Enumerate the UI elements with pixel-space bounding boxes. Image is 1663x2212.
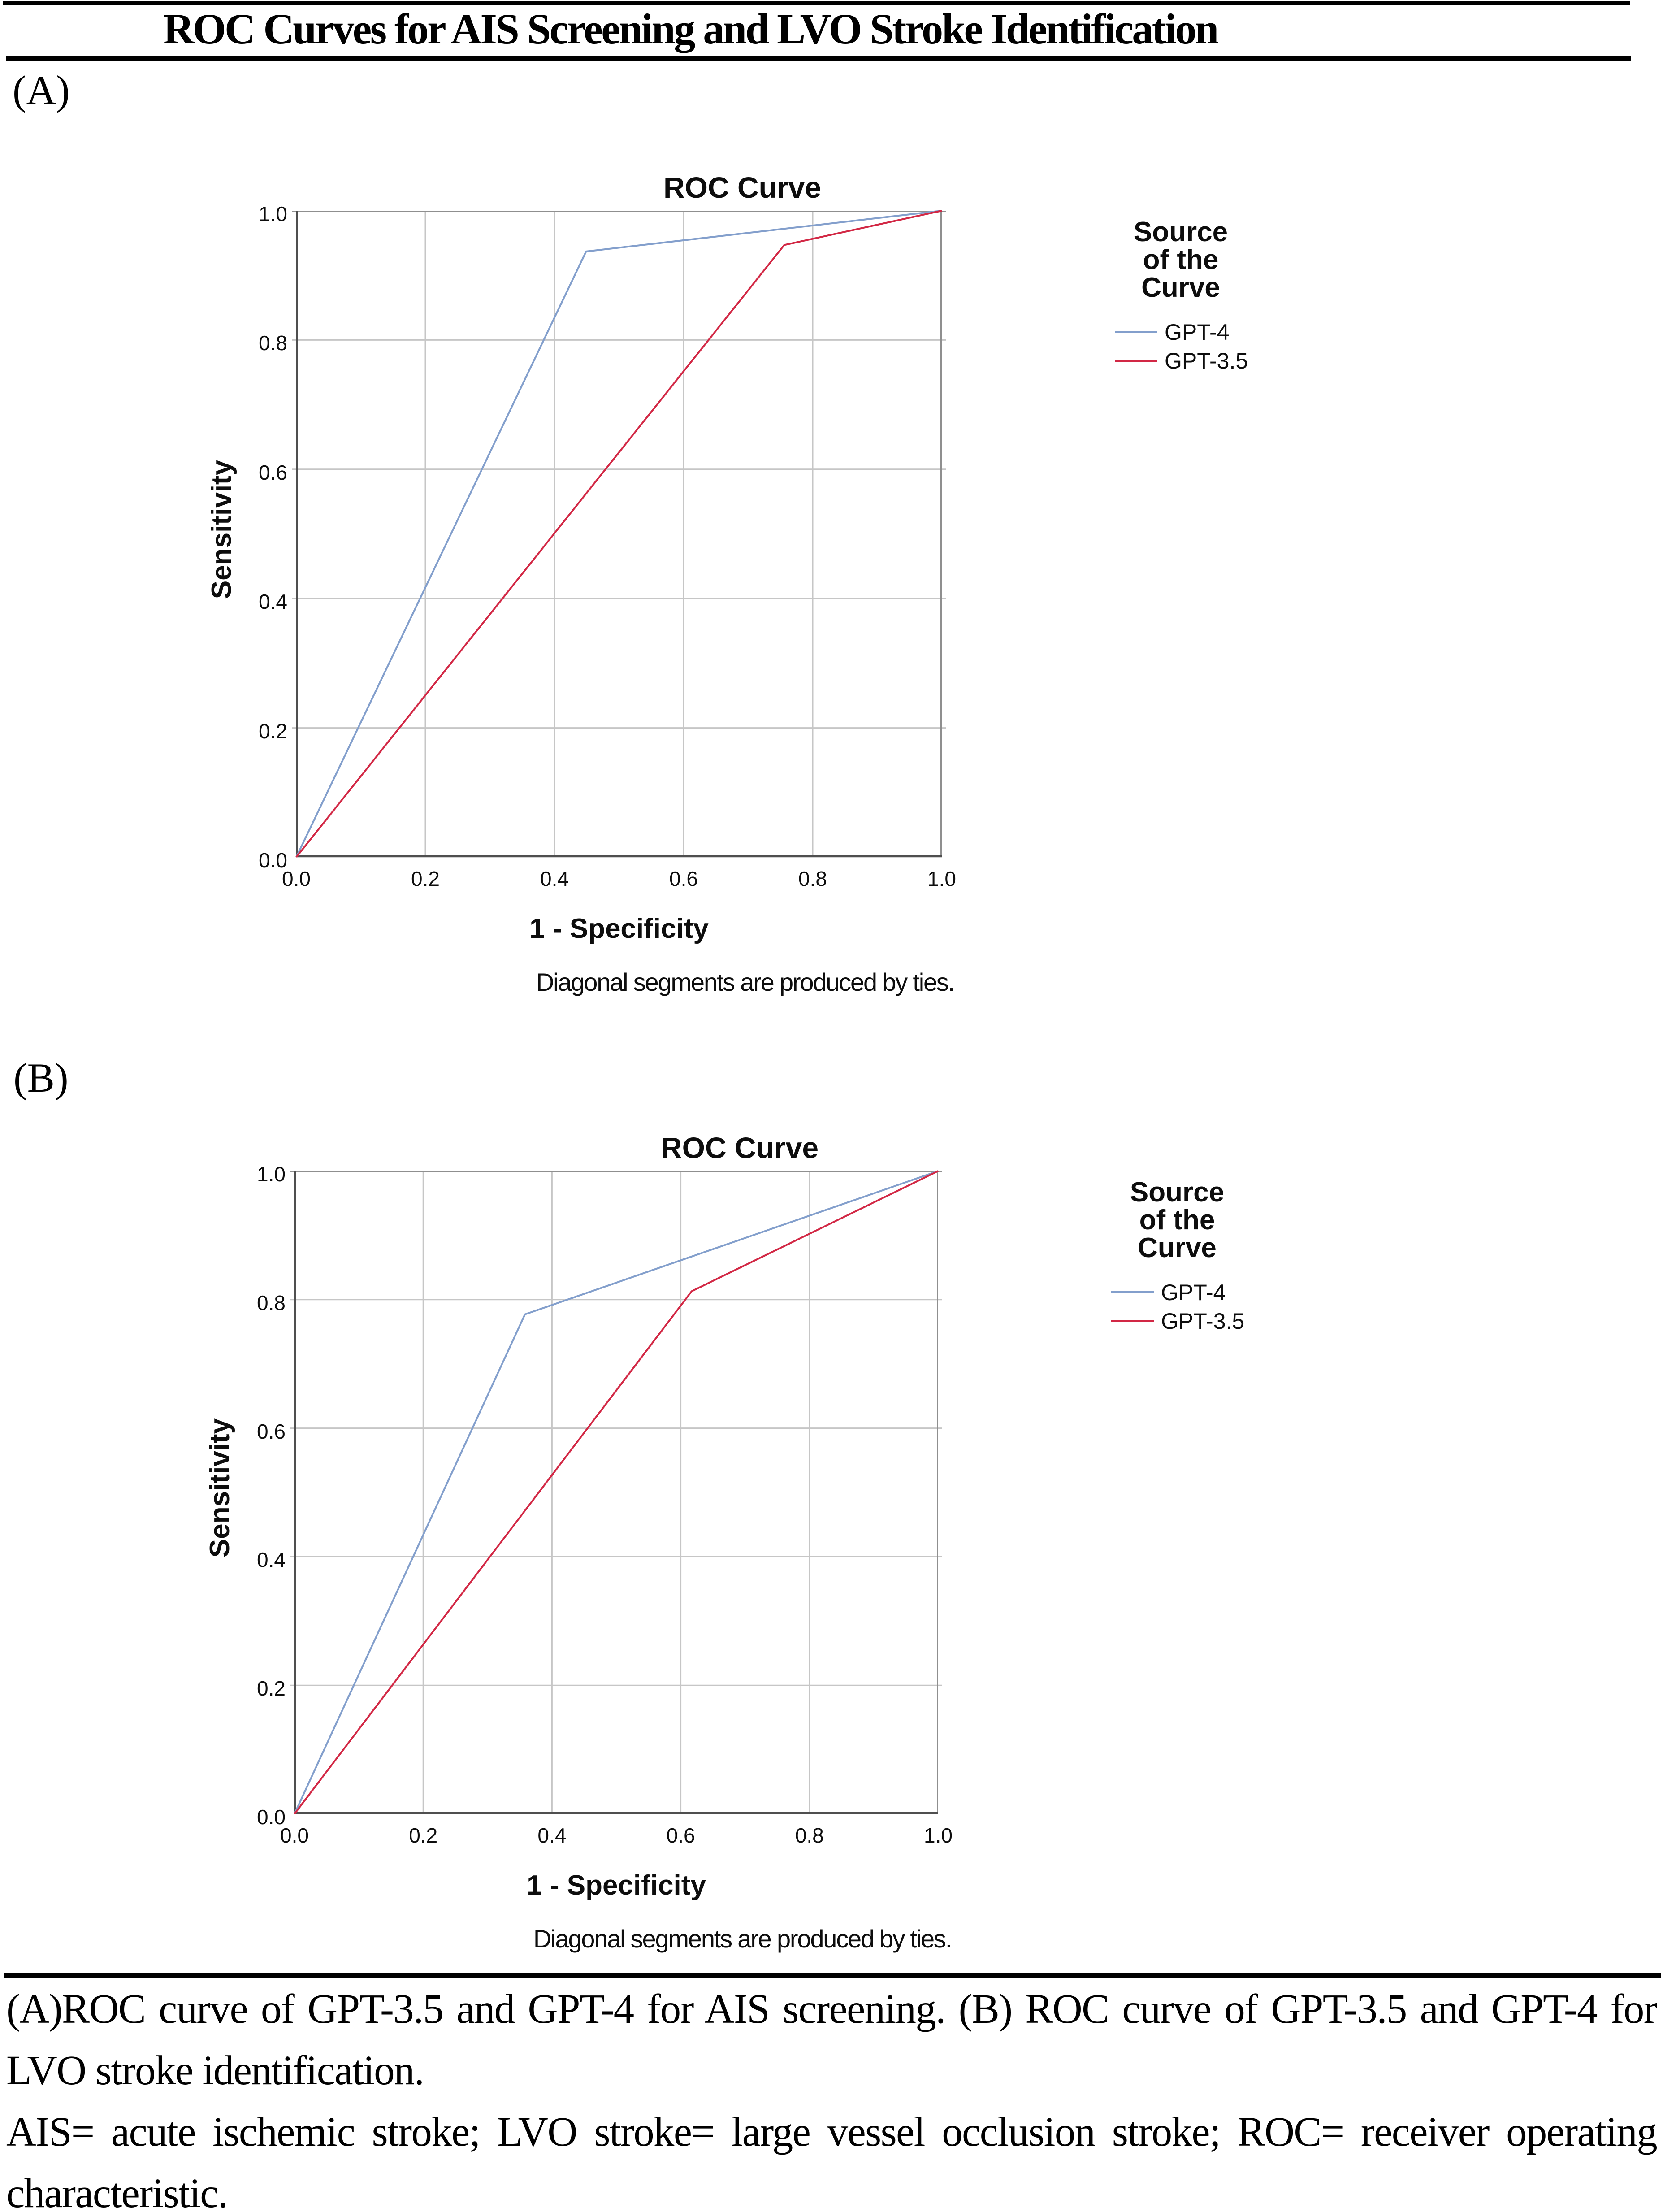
x-tick-label: 0.4	[540, 867, 569, 890]
x-tick-label: 0.2	[409, 1824, 438, 1847]
y-axis-label: Sensitivity	[204, 1418, 235, 1558]
y-tick-label: 1.0	[257, 1162, 286, 1186]
chart-footnote: Diagonal segments are produced by ties.	[533, 1925, 952, 1953]
x-tick-label: 1.0	[924, 1824, 953, 1847]
legend-title: Source of the Curve	[1133, 217, 1228, 303]
y-tick-label: 0.6	[257, 1419, 286, 1443]
title-underline-rule	[6, 56, 1631, 61]
legend-label-gpt-4: GPT-4	[1161, 1280, 1226, 1305]
y-tick-label: 0.8	[257, 1291, 286, 1314]
figure-title: ROC Curves for AIS Screening and LVO Str…	[163, 5, 1219, 53]
y-tick-label: 0.2	[257, 1677, 286, 1700]
x-tick-label: 0.8	[798, 867, 827, 890]
x-tick-label: 1.0	[927, 867, 956, 890]
x-tick-label: 0.6	[666, 1824, 695, 1847]
panel-b-label: (B)	[13, 1055, 69, 1101]
roc-curve-gpt-4	[295, 210, 942, 858]
x-axis-label: 1 - Specificity	[527, 1870, 706, 1901]
x-tick-label: 0.8	[795, 1824, 824, 1847]
caption-line-2: LVO stroke identification.	[6, 2047, 424, 2094]
caption-line-4: characteristic.	[6, 2170, 228, 2212]
x-tick-label: 0.0	[280, 1824, 309, 1847]
caption-separator-rule	[4, 1973, 1661, 1978]
x-axis-label: 1 - Specificity	[529, 913, 709, 944]
chart-title: ROC Curve	[660, 1131, 819, 1164]
panel-a-label: (A)	[13, 67, 70, 113]
y-tick-label: 0.0	[257, 1805, 286, 1829]
caption-line-1: (A)ROC curve of GPT-3.5 and GPT-4 for AI…	[6, 1986, 1658, 2032]
top-rule	[3, 1, 1630, 5]
y-axis-label: Sensitivity	[206, 460, 237, 599]
legend-line-gpt-3.5	[1115, 359, 1157, 362]
plot-area-panel-a	[292, 210, 946, 858]
roc-curve-gpt-3.5	[294, 1170, 939, 1815]
y-tick-label: 0.0	[259, 849, 287, 872]
legend-title: Source of the Curve	[1130, 1177, 1225, 1263]
legend-line-gpt-3.5	[1111, 1319, 1154, 1322]
legend-label-gpt-4: GPT-4	[1165, 320, 1230, 345]
chart-footnote: Diagonal segments are produced by ties.	[536, 968, 955, 996]
y-tick-label: 0.2	[259, 719, 287, 743]
y-tick-label: 0.4	[257, 1548, 286, 1572]
chart-title: ROC Curve	[663, 171, 822, 204]
roc-curve-gpt-4	[294, 1170, 939, 1814]
legend-label-gpt-3.5: GPT-3.5	[1161, 1309, 1245, 1334]
y-tick-label: 0.8	[259, 331, 287, 355]
y-tick-label: 0.4	[259, 590, 287, 614]
x-tick-label: 0.0	[282, 867, 311, 890]
y-tick-label: 1.0	[259, 202, 287, 226]
legend-line-gpt-4	[1111, 1291, 1154, 1293]
x-tick-label: 0.2	[411, 867, 440, 890]
caption-line-3: AIS= acute ischemic stroke; LVO stroke= …	[6, 2109, 1658, 2155]
x-tick-label: 0.4	[537, 1824, 567, 1847]
plot-area-panel-b	[290, 1170, 942, 1815]
figure-caption: (A)ROC curve of GPT-3.5 and GPT-4 for AI…	[6, 1978, 1658, 2212]
y-tick-label: 0.6	[259, 460, 287, 484]
legend-line-gpt-4	[1115, 330, 1157, 333]
x-tick-label: 0.6	[669, 867, 698, 890]
legend-label-gpt-3.5: GPT-3.5	[1165, 348, 1248, 373]
roc-curve-gpt-3.5	[295, 210, 942, 858]
